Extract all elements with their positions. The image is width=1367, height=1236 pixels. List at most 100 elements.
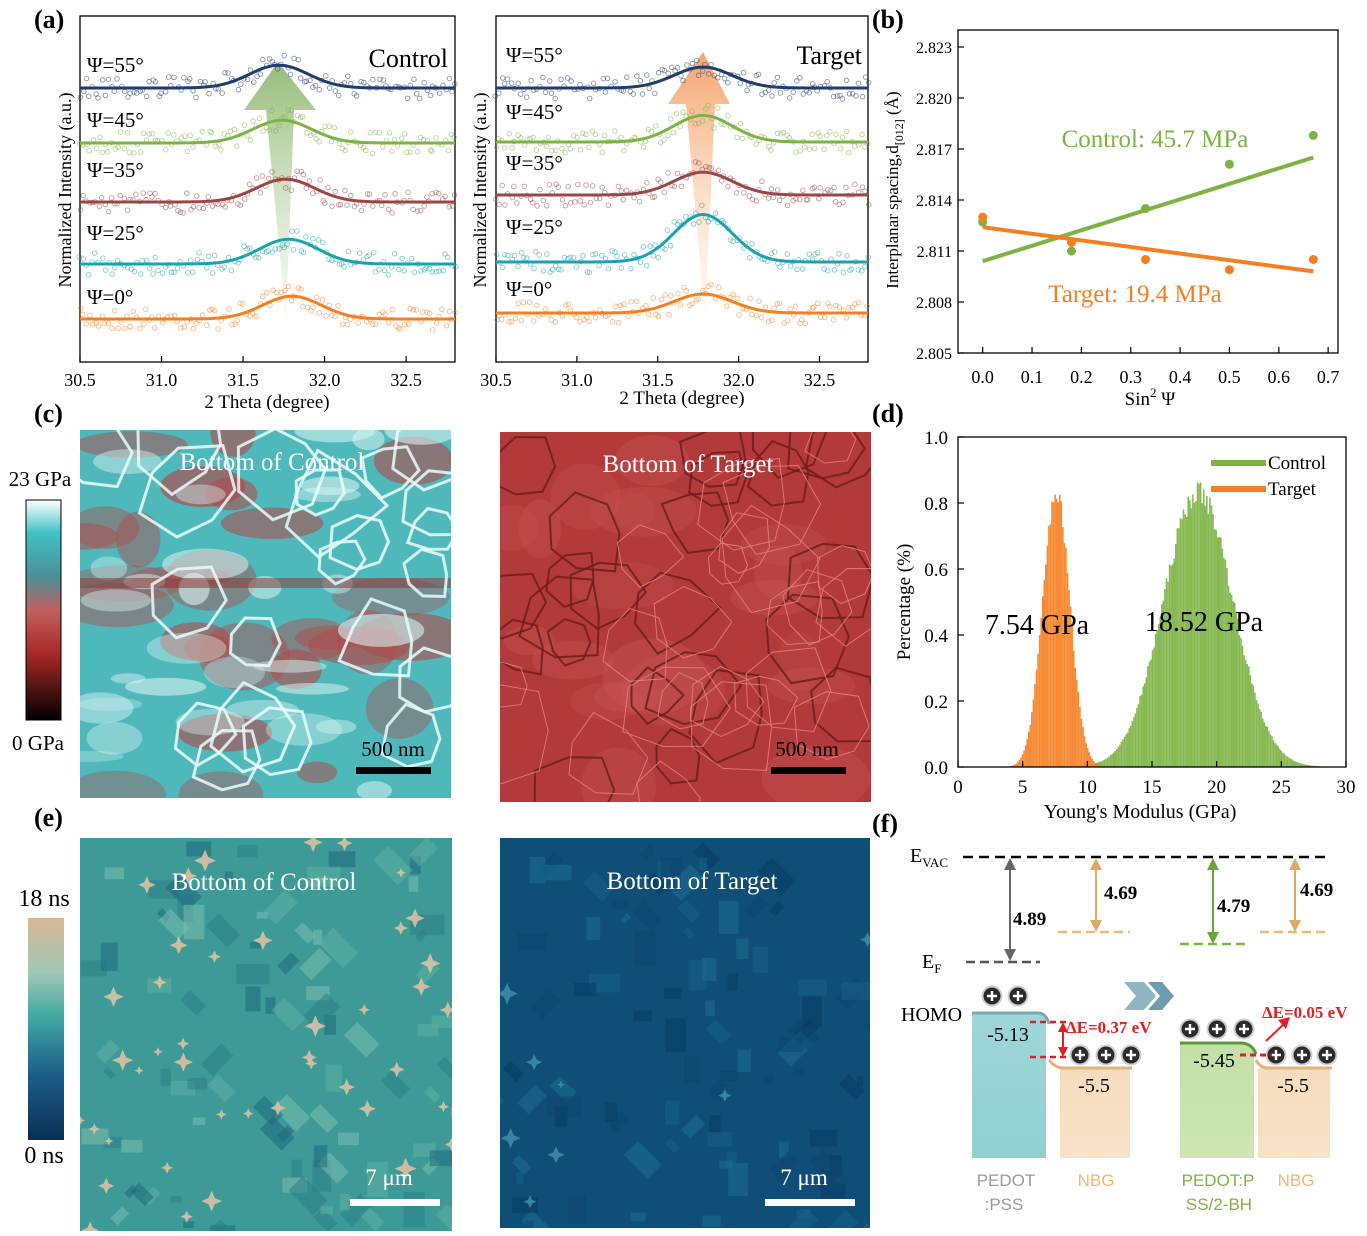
xrd-point	[811, 184, 818, 191]
xrd-point	[345, 73, 351, 79]
xrd-point	[515, 263, 521, 270]
xrd-point	[555, 266, 562, 272]
histogram-bar	[1125, 734, 1127, 767]
xrd-point	[797, 196, 803, 203]
xrd-point	[421, 203, 427, 209]
histogram-bar	[1175, 543, 1177, 767]
xrd-point	[777, 90, 784, 96]
xrd-point	[101, 320, 108, 327]
xrd-point	[794, 78, 800, 84]
xrd-point	[370, 321, 376, 327]
delta-arrow-2-icon	[1265, 1017, 1290, 1042]
shade-patch	[615, 435, 689, 486]
xrd-control-plot: Ψ=0° Ψ=25° Ψ=35° Ψ=45° Ψ=55° Control 30.5 31.…	[55, 15, 459, 413]
xrd-point	[451, 192, 458, 198]
xrd-point	[259, 248, 266, 255]
xrd-point	[665, 70, 671, 77]
xrd-point	[171, 74, 177, 81]
xrd-point	[771, 249, 778, 255]
grain	[734, 675, 799, 726]
xrd-point	[377, 76, 383, 83]
grain	[786, 542, 871, 620]
xrd-point	[316, 139, 322, 145]
xrd-point	[308, 132, 314, 138]
xrd-point	[800, 187, 806, 194]
xrd-point	[689, 300, 695, 307]
xrd-point	[587, 199, 594, 206]
afm-map-control: Bottom of Control 500 nm	[80, 430, 451, 798]
grain	[697, 457, 785, 551]
xrd-point	[639, 91, 646, 97]
bright-spot	[152, 975, 167, 990]
xrd-target-plot: Ψ=0° Ψ=25° Ψ=35° Ψ=45° Ψ=55° Target 30.5 31.0…	[470, 15, 872, 409]
xrd-point	[736, 312, 742, 318]
xrd-point	[433, 135, 439, 141]
xrd-point	[509, 145, 515, 151]
xrd-point	[500, 75, 506, 81]
histogram-bar	[1263, 722, 1266, 767]
bright-spot	[437, 1100, 450, 1113]
xrd-point	[294, 228, 300, 234]
xrd-point	[643, 303, 649, 309]
domain	[838, 1074, 865, 1101]
trpl-control-scale-bar	[350, 1199, 440, 1206]
xrd-point	[699, 68, 706, 74]
xrd-point	[734, 134, 740, 141]
xrd-point	[117, 192, 123, 199]
xrd-point	[640, 243, 647, 250]
domain	[802, 994, 822, 1027]
grain	[518, 575, 600, 659]
xrd-point	[118, 319, 124, 325]
histogram-bar	[1193, 502, 1196, 767]
xrd-point	[127, 323, 133, 330]
xrd-point	[631, 194, 637, 201]
xrd-point	[367, 129, 374, 136]
xrd-point	[544, 251, 550, 257]
xrd-point	[787, 263, 794, 269]
xrd-point	[348, 192, 354, 199]
xrd-point	[77, 94, 84, 100]
domain	[752, 946, 769, 973]
xrd-point	[618, 188, 625, 194]
xrd-point	[505, 252, 511, 259]
shade-patch	[590, 486, 698, 537]
xrd-point	[128, 266, 134, 272]
xrd-point	[320, 239, 326, 246]
xrd-point	[590, 80, 597, 87]
bright-spot	[718, 1088, 732, 1103]
hole-plus-icon	[1291, 1044, 1313, 1066]
xrd-point	[171, 132, 177, 138]
legend-target-label: Target	[1268, 479, 1317, 500]
y-tick-label: 0.4	[924, 626, 948, 647]
xrd-point	[140, 190, 147, 196]
domain	[531, 989, 561, 1019]
domain	[183, 904, 205, 940]
xrd-point	[612, 79, 618, 85]
xrd-point	[670, 129, 677, 136]
xrd-point	[225, 70, 231, 76]
xrd-point	[572, 199, 578, 205]
xrd-fit-curve	[80, 294, 455, 321]
histogram-bar	[1240, 638, 1242, 767]
xrd-point	[544, 143, 550, 150]
xrd-point	[138, 271, 144, 277]
xrd-point	[527, 135, 533, 142]
histogram-bar	[1220, 537, 1222, 767]
xrd-point	[765, 318, 772, 324]
xrd-point	[846, 305, 852, 311]
control-peak-label: 18.52 GPa	[1145, 607, 1264, 638]
grain	[137, 444, 237, 539]
xrd-point	[410, 206, 416, 213]
grain	[500, 661, 528, 708]
xrd-control-ylabel: Normalized Intensity (a.u.)	[55, 93, 76, 288]
xrd-point	[530, 134, 536, 141]
xrd-point	[562, 149, 568, 156]
data-point	[978, 212, 988, 222]
histogram-bar	[1294, 761, 1297, 767]
bright-spot	[444, 1137, 452, 1152]
domain	[186, 841, 212, 857]
xrd-point	[821, 314, 828, 321]
histogram-bar	[1117, 746, 1120, 767]
domain	[360, 1207, 385, 1231]
domain	[158, 908, 190, 940]
